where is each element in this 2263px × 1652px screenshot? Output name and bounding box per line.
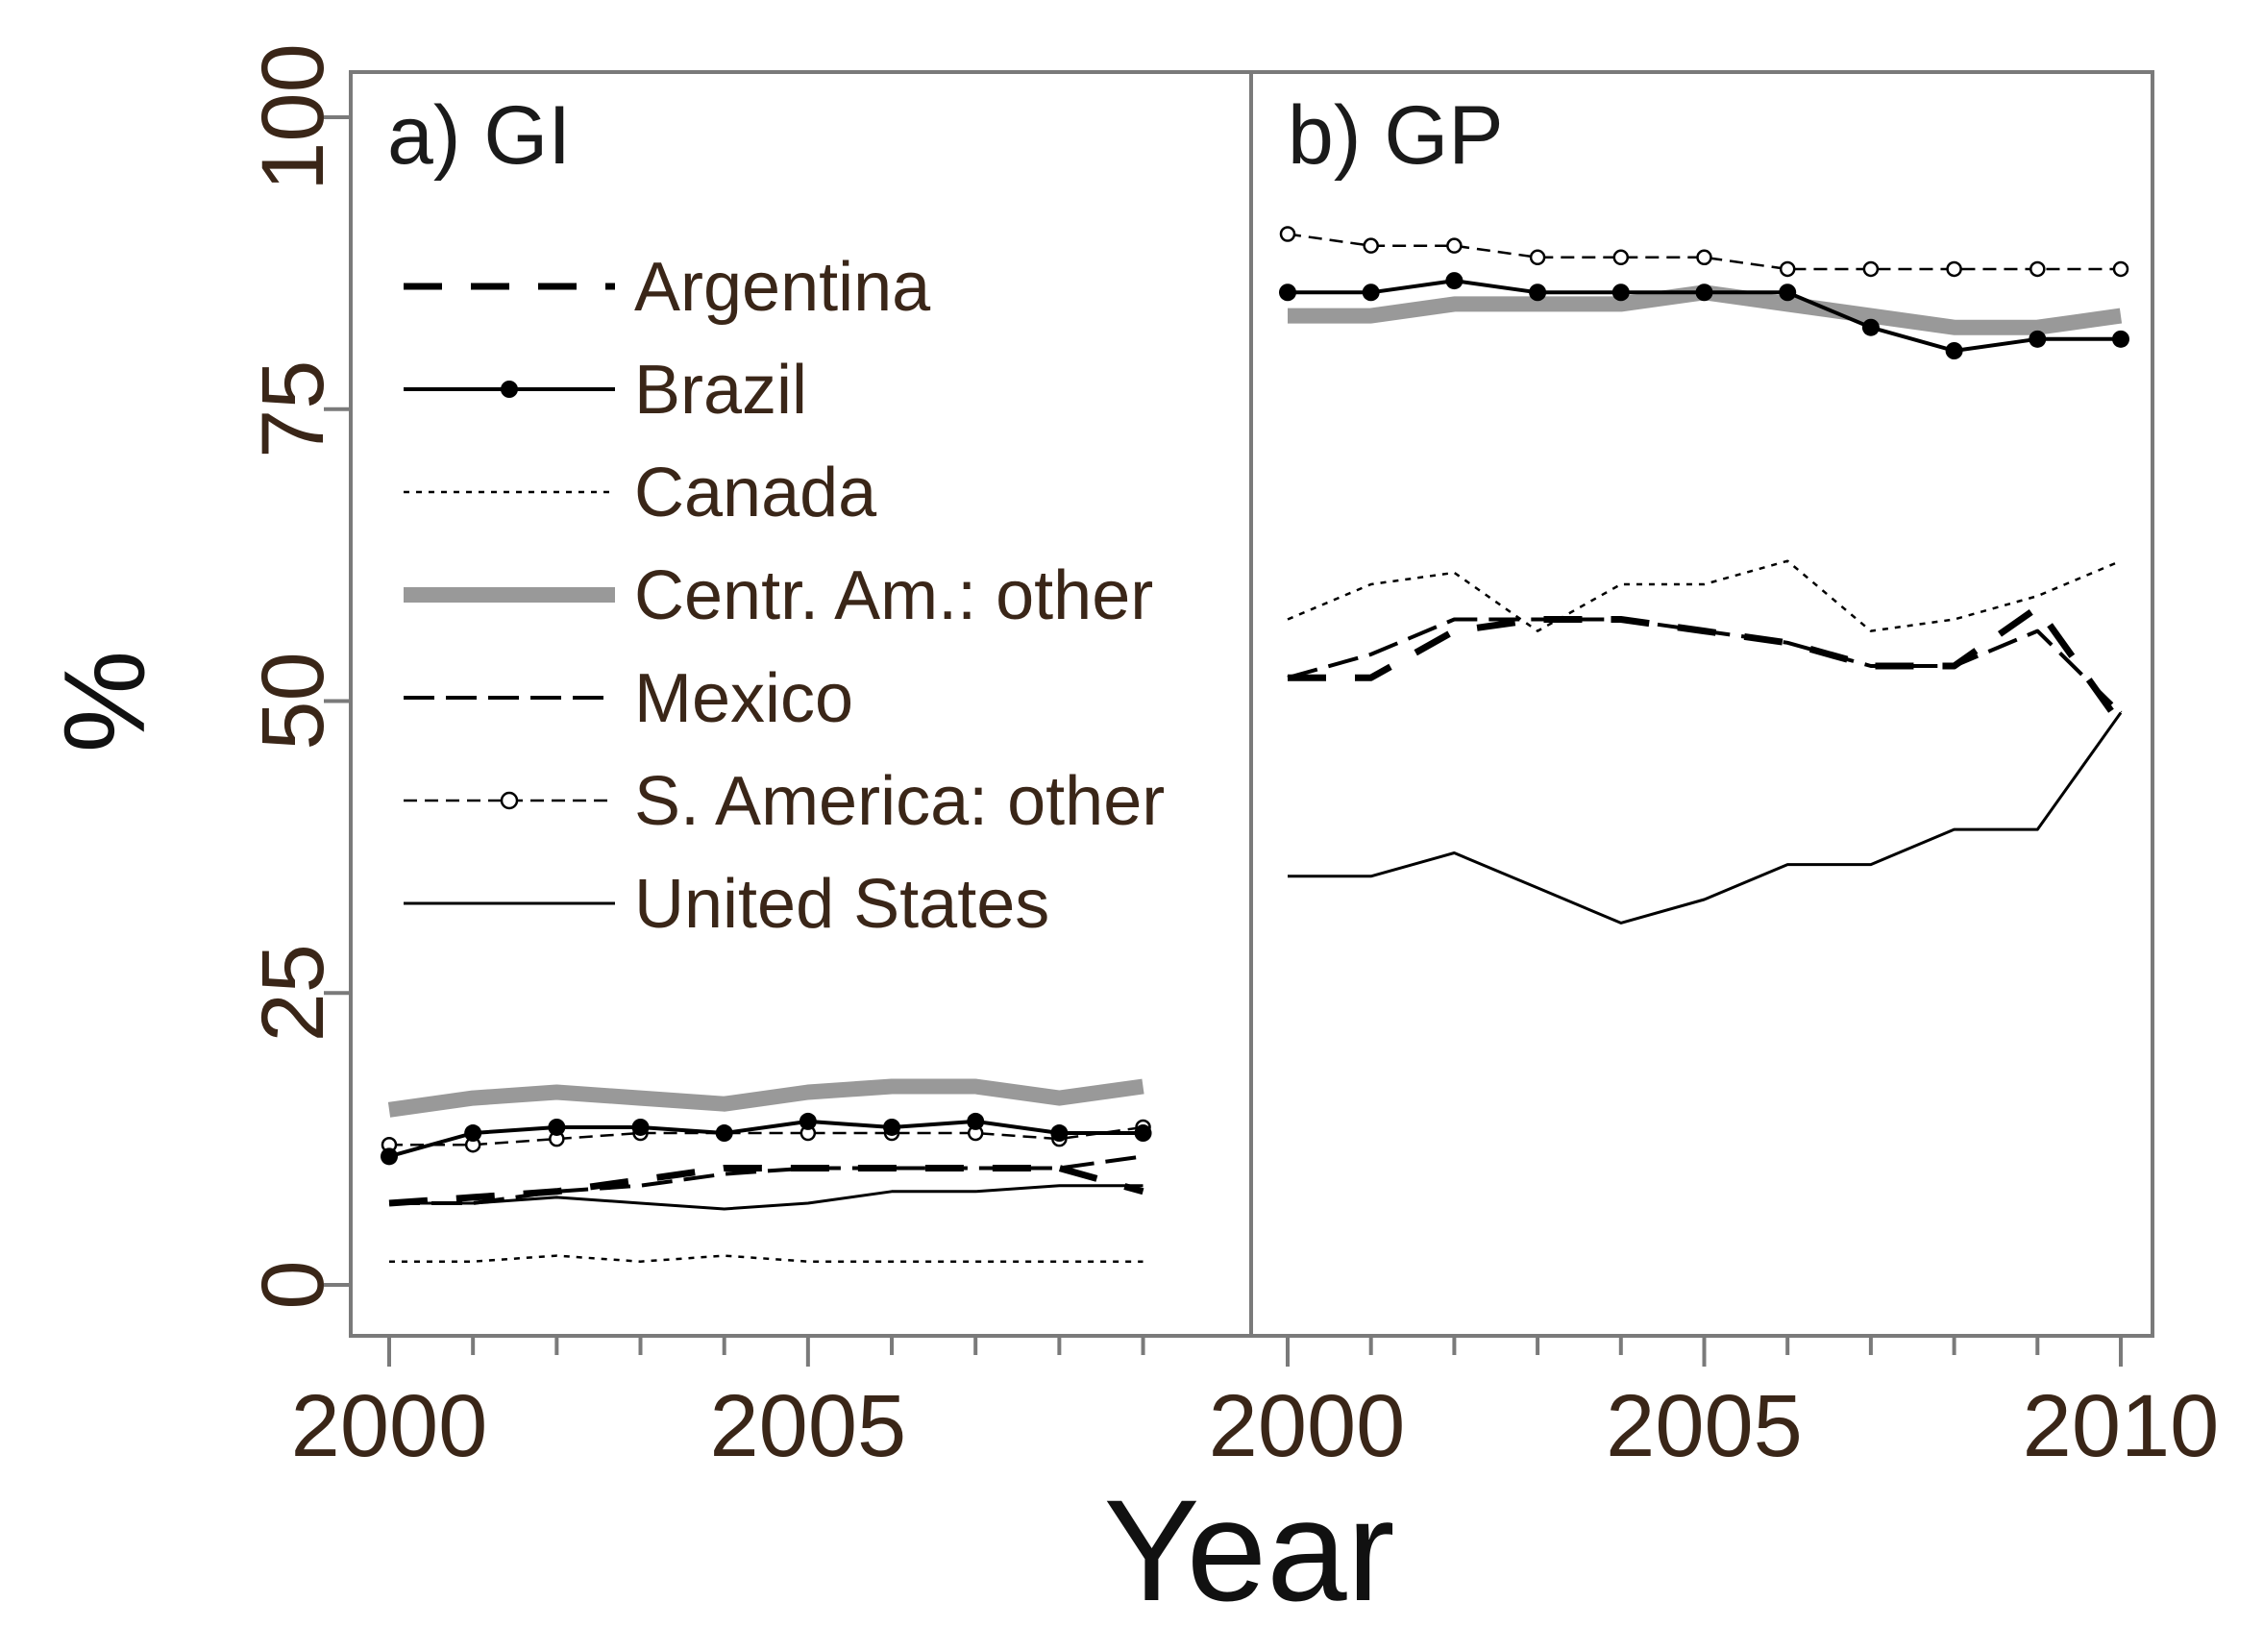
- y-axis-title: %: [40, 651, 169, 753]
- data-point-brazil: [631, 1118, 650, 1136]
- y-tick-label: 100: [244, 43, 342, 191]
- x-tick-label: 2005: [1606, 1377, 1803, 1475]
- data-point-brazil: [1134, 1124, 1152, 1143]
- legend-label: Centr. Am.: other: [634, 557, 1153, 634]
- data-point-brazil: [883, 1118, 901, 1136]
- x-tick-label: 2000: [1209, 1377, 1406, 1475]
- x-axis-title: Year: [1103, 1469, 1394, 1631]
- panel-a-gi: a) GI: [349, 70, 1253, 1367]
- data-point-brazil: [464, 1124, 482, 1143]
- series-line-s-america-other: [1287, 233, 2121, 271]
- x-tick-label: 2010: [2023, 1377, 2220, 1475]
- series-line-united-states: [389, 1184, 1144, 1211]
- series-layer: [381, 1078, 1152, 1263]
- data-point-s-america-other: [2029, 260, 2046, 278]
- x-tick-label: 2000: [291, 1377, 488, 1475]
- series-line-brazil: [388, 1119, 1144, 1159]
- series-line-centr-am-other: [387, 1078, 1144, 1118]
- y-tick-label: 0: [244, 1260, 342, 1309]
- panel-b-gp: b) GP: [1249, 70, 2154, 1367]
- legend-item-canada: Canada: [404, 455, 877, 531]
- legend-marker: [500, 791, 519, 810]
- data-point-brazil: [1279, 284, 1296, 302]
- series-line-argentina: [388, 1165, 1144, 1207]
- data-point-s-america-other: [1862, 260, 1880, 278]
- y-tick-label: 25: [244, 944, 342, 1042]
- data-point-s-america-other: [1529, 249, 1546, 266]
- legend-item-brazil: Brazil: [404, 352, 807, 429]
- data-point-s-america-other: [1363, 237, 1379, 254]
- data-point-brazil: [2112, 330, 2129, 348]
- panel-title: a) GI: [387, 89, 571, 182]
- legend-label: S. America: other: [634, 763, 1165, 840]
- data-point-brazil: [1529, 284, 1547, 302]
- data-point-brazil: [1861, 318, 1880, 336]
- legend-item-centr-am-other: Centr. Am.: other: [404, 557, 1153, 634]
- data-point-s-america-other: [1779, 260, 1796, 278]
- data-point-s-america-other: [1446, 237, 1463, 254]
- data-point-brazil: [799, 1112, 817, 1130]
- legend-label: Brazil: [634, 352, 807, 429]
- data-point-brazil: [1445, 272, 1464, 290]
- data-point-s-america-other: [1612, 249, 1630, 266]
- legend-item-argentina: Argentina: [404, 249, 931, 326]
- data-point-brazil: [967, 1112, 985, 1130]
- data-point-s-america-other: [1279, 226, 1296, 242]
- legend-label: United States: [634, 866, 1049, 943]
- data-point-brazil: [381, 1147, 398, 1166]
- y-tick-label: 50: [244, 652, 342, 750]
- legend: Argentina Brazil Canada Centr. Am.: other Me…: [404, 249, 1165, 943]
- legend-item-united-states: United States: [404, 866, 1049, 943]
- data-point-brazil: [1050, 1124, 1069, 1143]
- legend-label: Argentina: [634, 249, 931, 326]
- x-tick-label: 2005: [710, 1377, 907, 1475]
- series-line-canada: [389, 1254, 1144, 1263]
- data-point-s-america-other: [1946, 260, 1962, 278]
- data-point-s-america-other: [1696, 249, 1712, 266]
- data-point-brazil: [1945, 342, 1963, 359]
- data-point-brazil: [1695, 284, 1713, 302]
- panel-frame: [1249, 70, 2154, 1338]
- panels-layer: 0 25 50 75 100 a) GI b) GP 2000 2005 2005 2010 2000: [244, 43, 2219, 1475]
- data-point-brazil: [1611, 284, 1630, 302]
- data-point-brazil: [715, 1124, 733, 1143]
- legend-item-mexico: Mexico: [404, 660, 853, 737]
- data-point-s-america-other: [2112, 260, 2129, 278]
- series-layer: [1279, 226, 2129, 925]
- legend-item-s-america-other: S. America: other: [404, 763, 1165, 840]
- data-point-brazil: [1779, 284, 1797, 302]
- series-line-canada: [1287, 559, 2122, 632]
- legend-marker: [501, 381, 518, 398]
- y-axis: 0 25 50 75 100: [244, 43, 351, 1310]
- x-tick-labels: 2000 2005 2005 2010 2000: [291, 1377, 2220, 1475]
- legend-label: Canada: [634, 455, 877, 531]
- legend-label: Mexico: [634, 660, 853, 737]
- data-point-brazil: [548, 1118, 566, 1136]
- data-point-brazil: [2029, 330, 2047, 348]
- data-point-brazil: [1362, 284, 1380, 302]
- series-line-argentina: [1288, 604, 2124, 727]
- panel-title: b) GP: [1288, 89, 1504, 182]
- series-line-united-states: [1288, 711, 2123, 925]
- y-tick-label: 75: [244, 360, 342, 458]
